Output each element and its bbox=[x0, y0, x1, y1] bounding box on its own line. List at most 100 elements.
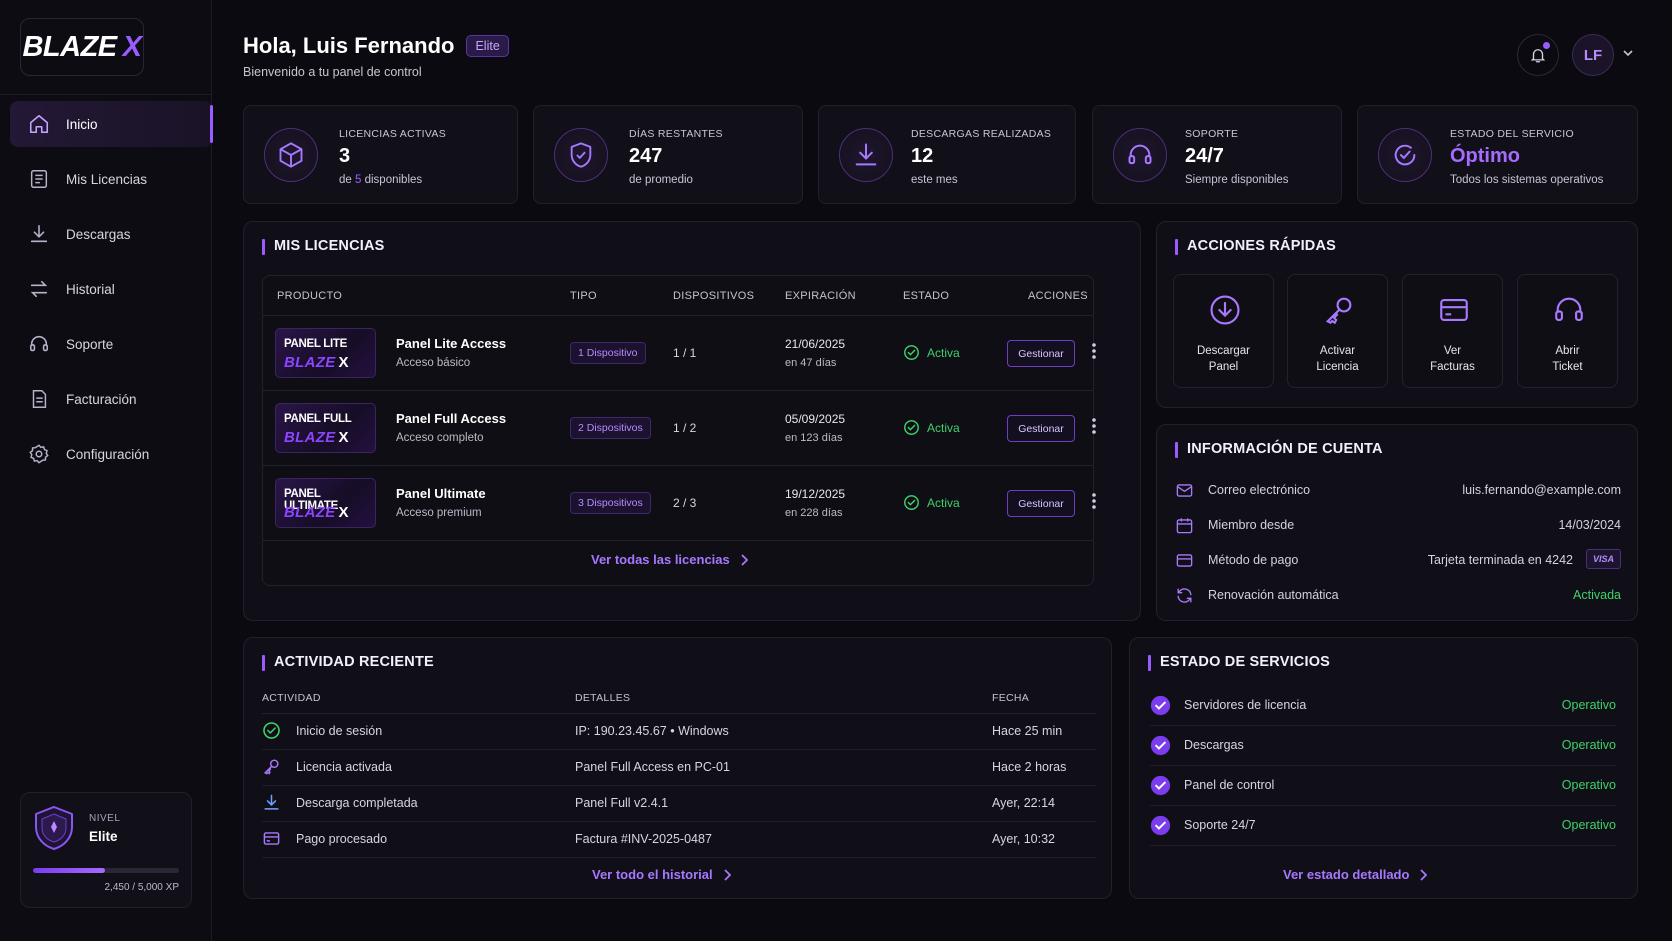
table-row[interactable]: Pago procesado Factura #INV-2025-0487 Ay… bbox=[262, 822, 1096, 858]
sidebar-nav: Inicio Mis Licencias Descargas Historial… bbox=[10, 101, 213, 486]
column-header: TIPO bbox=[570, 290, 597, 302]
stat-sub-prefix: de bbox=[339, 174, 355, 186]
sidebar-item-inicio[interactable]: Inicio bbox=[10, 101, 213, 147]
check-circle-icon bbox=[1150, 775, 1171, 796]
services-panel: ESTADO DE SERVICIOS Servidores de licenc… bbox=[1129, 637, 1638, 899]
activity-name: Pago procesado bbox=[296, 832, 388, 846]
table-row[interactable]: Licencia activada Panel Full Access en P… bbox=[262, 750, 1096, 786]
chevron-down-icon[interactable] bbox=[1622, 47, 1634, 59]
stat-label: ESTADO DEL SERVICIO bbox=[1450, 128, 1574, 140]
bell-icon bbox=[1529, 46, 1547, 64]
product-name: Panel Ultimate bbox=[396, 486, 486, 501]
shield-badge-icon bbox=[33, 805, 75, 851]
thumb-mark: X bbox=[338, 429, 349, 446]
licenses-table: PRODUCTO TIPO DISPOSITIVOS EXPIRACIÓN ES… bbox=[262, 275, 1096, 586]
table-row[interactable]: PANEL FULL BLAZE X Panel Full Access Acce… bbox=[263, 391, 1096, 466]
thumb-line1: PANEL ULTIMATE bbox=[284, 488, 339, 512]
avatar[interactable]: LF bbox=[1572, 34, 1614, 76]
account-label: Método de pago bbox=[1208, 553, 1299, 567]
key-icon bbox=[262, 757, 281, 776]
account-payment-row: Método de pago Tarjeta terminada en 4242… bbox=[1175, 547, 1621, 577]
account-label: Renovación automática bbox=[1208, 588, 1339, 602]
stat-sub-suffix: disponibles bbox=[361, 174, 423, 186]
more-vertical-icon[interactable] bbox=[1092, 492, 1096, 510]
service-row: Descargas Operativo bbox=[1150, 726, 1616, 766]
status-badge: Activa bbox=[903, 419, 960, 436]
section-title: ACTIVIDAD RECIENTE bbox=[262, 654, 434, 671]
invoice-icon bbox=[28, 388, 50, 410]
check-circle-icon bbox=[904, 420, 919, 435]
quick-action-label: Activar Licencia bbox=[1316, 345, 1359, 373]
home-icon bbox=[28, 113, 50, 135]
status-badge: Activa bbox=[903, 494, 960, 511]
expiration-date: 19/12/2025 bbox=[785, 487, 846, 501]
service-row: Soporte 24/7 Operativo bbox=[1150, 806, 1616, 846]
stat-card-licencias: LICENCIAS ACTIVAS 3 de 5 disponibles bbox=[243, 105, 518, 204]
stat-value: 12 bbox=[911, 145, 934, 167]
sidebar-item-facturacion[interactable]: Facturación bbox=[10, 376, 212, 422]
view-service-status-link[interactable]: Ver estado detallado bbox=[1283, 867, 1428, 882]
column-header: EXPIRACIÓN bbox=[785, 290, 856, 302]
link-label: Ver todas las licencias bbox=[591, 552, 730, 567]
visa-badge: VISA bbox=[1585, 549, 1621, 569]
sidebar-item-descargas[interactable]: Descargas bbox=[10, 211, 212, 257]
table-row[interactable]: Descarga completada Panel Full v2.4.1 Ay… bbox=[262, 786, 1096, 822]
mail-icon bbox=[1175, 481, 1194, 500]
thumb-line2: BLAZE X bbox=[284, 429, 349, 446]
page-title: Hola, Luis Fernando bbox=[243, 33, 455, 58]
quick-action-activate[interactable]: Activar Licencia bbox=[1287, 274, 1388, 388]
quick-action-download[interactable]: Descargar Panel bbox=[1173, 274, 1274, 388]
calendar-icon bbox=[1175, 516, 1194, 535]
brand-logo[interactable]: BLAZE X bbox=[20, 18, 144, 76]
column-header: ACCIONES bbox=[1028, 290, 1088, 302]
thumb-line1: PANEL LITE bbox=[284, 338, 348, 350]
account-member-since: 14/03/2024 bbox=[1558, 518, 1621, 532]
account-email: luis.fernando@example.com bbox=[1462, 483, 1621, 497]
more-vertical-icon[interactable] bbox=[1092, 417, 1096, 435]
status-badge: Activa bbox=[903, 344, 960, 361]
sidebar-item-licencias[interactable]: Mis Licencias bbox=[10, 156, 212, 202]
quick-action-invoices[interactable]: Ver Facturas bbox=[1402, 274, 1503, 388]
status-text: Activa bbox=[927, 420, 960, 435]
devices-count: 1 / 1 bbox=[673, 346, 697, 360]
quick-actions-panel: ACCIONES RÁPIDAS Descargar Panel Activar… bbox=[1156, 221, 1638, 408]
activity-date: Hace 25 min bbox=[992, 724, 1063, 738]
sidebar-item-soporte[interactable]: Soporte bbox=[10, 321, 212, 367]
product-thumbnail: PANEL LITE BLAZE X bbox=[275, 328, 376, 378]
product-thumbnail: PANEL ULTIMATE BLAZE X bbox=[275, 478, 376, 528]
manage-button[interactable]: Gestionar bbox=[1007, 340, 1075, 367]
table-row[interactable]: PANEL LITE BLAZE X Panel Lite Access Acce… bbox=[263, 316, 1096, 391]
table-row[interactable]: Inicio de sesión IP: 190.23.45.67 • Wind… bbox=[262, 714, 1096, 750]
account-label: Miembro desde bbox=[1208, 518, 1295, 532]
status-text: Activa bbox=[927, 495, 960, 510]
card-icon bbox=[262, 829, 281, 848]
quick-action-ticket[interactable]: Abrir Ticket bbox=[1517, 274, 1618, 388]
sidebar-item-configuracion[interactable]: Configuración bbox=[10, 431, 212, 477]
thumb-brand: BLAZE bbox=[284, 429, 336, 446]
stat-label: SOPORTE bbox=[1185, 128, 1239, 140]
sidebar-item-historial[interactable]: Historial bbox=[10, 266, 212, 312]
more-vertical-icon[interactable] bbox=[1092, 342, 1096, 360]
activity-details: Factura #INV-2025-0487 bbox=[575, 832, 712, 846]
thumb-mark: X bbox=[338, 504, 349, 521]
sidebar-item-label: Mis Licencias bbox=[66, 171, 148, 187]
stat-sub-highlight: 5 bbox=[355, 174, 362, 186]
view-all-licenses-link[interactable]: Ver todas las licencias bbox=[591, 552, 748, 567]
view-all-history-link[interactable]: Ver todo el historial bbox=[592, 867, 731, 882]
notifications-button[interactable] bbox=[1517, 34, 1559, 76]
thumb-mark: X bbox=[338, 354, 349, 371]
brand-mark: X bbox=[122, 30, 142, 63]
account-info-panel: INFORMACIÓN DE CUENTA Correo electrónico… bbox=[1156, 424, 1638, 621]
table-row[interactable]: PANEL ULTIMATE BLAZE X Panel Ultimate Acc… bbox=[263, 466, 1096, 541]
manage-button[interactable]: Gestionar bbox=[1007, 490, 1075, 517]
sidebar-item-label: Historial bbox=[66, 281, 115, 297]
level-card[interactable]: NIVEL Elite 2,450 / 5,000 XP bbox=[20, 792, 192, 908]
activity-date: Hace 2 horas bbox=[992, 760, 1067, 774]
manage-button[interactable]: Gestionar bbox=[1007, 415, 1075, 442]
thumb-line2: BLAZE X bbox=[284, 504, 349, 521]
key-icon bbox=[1322, 293, 1356, 327]
service-status: Operativo bbox=[1561, 778, 1616, 792]
download-icon bbox=[839, 128, 893, 182]
section-title: INFORMACIÓN DE CUENTA bbox=[1175, 441, 1383, 458]
check-circle-icon bbox=[904, 345, 919, 360]
